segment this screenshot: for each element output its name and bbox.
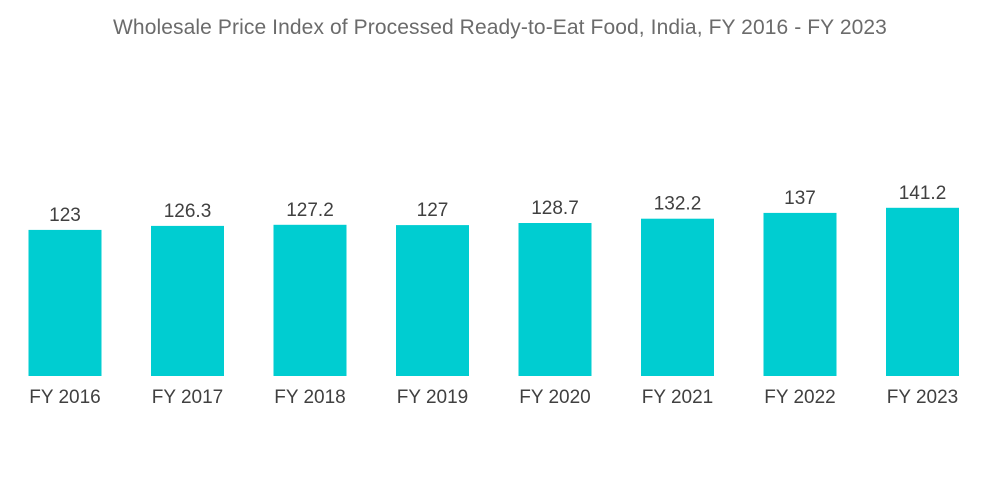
bar-fy-2022 <box>763 212 837 376</box>
bar-fy-2019 <box>396 225 469 376</box>
x-tick-label-fy-2017: FY 2017 <box>152 387 223 408</box>
bar-fy-2020 <box>518 223 592 376</box>
bar-fy-2018 <box>273 224 347 376</box>
value-label-fy-2022: 137 <box>784 188 816 209</box>
x-tick-label-fy-2020: FY 2020 <box>519 387 590 408</box>
bar-fy-2017 <box>151 225 224 376</box>
x-tick-label-fy-2023: FY 2023 <box>887 387 958 408</box>
value-label-fy-2017: 126.3 <box>164 201 212 222</box>
x-tick-label-fy-2022: FY 2022 <box>764 387 835 408</box>
bars-layer <box>28 207 959 376</box>
x-tick-label-fy-2019: FY 2019 <box>397 387 468 408</box>
value-label-fy-2019: 127 <box>417 200 449 221</box>
value-label-fy-2016: 123 <box>49 205 81 226</box>
value-label-fy-2021: 132.2 <box>654 194 702 215</box>
value-labels-layer: 123 126.3 127.2 127 128.7 132.2 137 141.2 <box>49 183 946 226</box>
chart-title: Wholesale Price Index of Processed Ready… <box>113 16 887 39</box>
x-tick-label-fy-2016: FY 2016 <box>29 387 100 408</box>
x-tick-label-fy-2018: FY 2018 <box>274 387 345 408</box>
bar-fy-2021 <box>641 218 714 376</box>
value-label-fy-2020: 128.7 <box>531 198 579 219</box>
bar-fy-2023 <box>886 207 959 376</box>
bar-fy-2016 <box>28 229 102 376</box>
value-label-fy-2018: 127.2 <box>286 200 334 221</box>
value-label-fy-2023: 141.2 <box>899 183 947 204</box>
x-tick-label-fy-2021: FY 2021 <box>642 387 713 408</box>
x-axis-tick-labels: FY 2016 FY 2017 FY 2018 FY 2019 FY 2020 FY 20… <box>29 387 958 408</box>
